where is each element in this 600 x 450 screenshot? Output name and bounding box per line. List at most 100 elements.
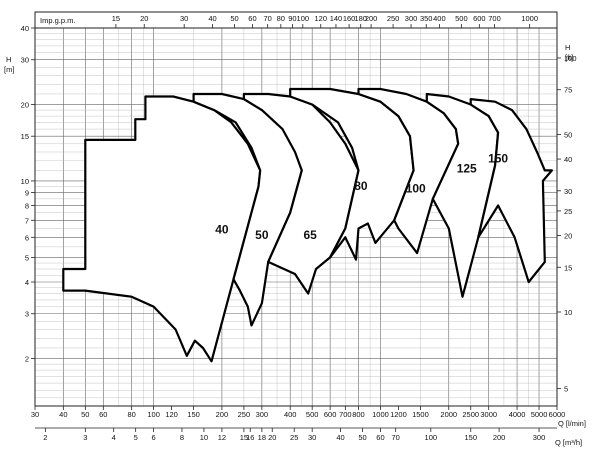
tick-label-m3h: 12: [218, 433, 226, 442]
tick-label-gpm: 500: [455, 14, 468, 23]
tick-label-m3h: 2: [43, 433, 47, 442]
tick-label-lmin: 50: [81, 410, 89, 419]
left-axis-label-h: H: [6, 55, 11, 64]
series-label-65: 65: [304, 228, 318, 242]
tick-label-m: 8: [25, 202, 29, 211]
axis-ticks: 30 40 50 60 80 100 120 150 200 250 300 400 500 600 700…: [21, 14, 577, 442]
tick-label-m3h: 100: [425, 433, 438, 442]
tick-label-gpm: 180: [354, 14, 367, 23]
tick-label-m3h: 8: [180, 433, 184, 442]
tick-label-lmin: 3000: [480, 410, 497, 419]
series-envelopes: [62, 87, 554, 363]
tick-label-gpm: 30: [180, 14, 188, 23]
bottom-axis-label-lmin: Q [l/min]: [558, 419, 586, 428]
tick-label-lmin: 80: [127, 410, 135, 419]
tick-label-lmin: 250: [238, 410, 251, 419]
tick-label-gpm: 700: [488, 14, 501, 23]
tick-label-m3h: 200: [493, 433, 506, 442]
tick-label-lmin: 1500: [412, 410, 429, 419]
outer-frame: [34, 11, 558, 407]
tick-label-m3h: 10: [200, 433, 208, 442]
tick-label-lmin: 30: [31, 410, 39, 419]
tick-label-m3h: 20: [268, 433, 276, 442]
tick-label-m3h: 60: [376, 433, 384, 442]
tick-label-m: 3: [25, 310, 29, 319]
left-axis-label-unit: [m]: [4, 65, 14, 74]
tick-label-m: 40: [21, 24, 29, 33]
tick-label-lmin: 1200: [390, 410, 407, 419]
series-label-80: 80: [354, 179, 368, 193]
tick-label-ft: 50: [564, 130, 572, 139]
tick-label-m: 20: [21, 100, 29, 109]
tick-label-gpm: 120: [315, 14, 328, 23]
tick-label-ft: 15: [564, 263, 572, 272]
series-label-40: 40: [215, 223, 229, 237]
tick-label-m3h: 3: [83, 433, 87, 442]
tick-label-m3h: 6: [152, 433, 156, 442]
bottom-axis-label-m3h: Q [m³/h]: [555, 438, 582, 447]
tick-label-gpm: 60: [248, 14, 256, 23]
series-labels: 40 50 65 80 100 125 150: [215, 152, 508, 242]
tick-label-gpm: 140: [330, 14, 343, 23]
tick-label-lmin: 120: [165, 410, 178, 419]
tick-label-m: 10: [21, 177, 29, 186]
tick-label-gpm: 300: [405, 14, 418, 23]
tick-label-lmin: 4000: [509, 410, 526, 419]
tick-label-gpm: 350: [420, 14, 433, 23]
pump-envelope-100: [357, 87, 460, 255]
tick-label-lmin: 700: [339, 410, 352, 419]
tick-label-gpm: 20: [140, 14, 148, 23]
tick-label-ft: 10: [564, 308, 572, 317]
tick-label-m: 15: [21, 132, 29, 141]
series-label-150: 150: [488, 152, 508, 166]
tick-label-gpm: 250: [387, 14, 400, 23]
tick-label-ft: 40: [564, 155, 572, 164]
tick-label-ft: 20: [564, 232, 572, 241]
tick-label-m3h: 150: [464, 433, 477, 442]
tick-label-ft: 100: [564, 54, 577, 63]
tick-label-m: 7: [25, 216, 29, 225]
tick-label-m: 5: [25, 253, 29, 262]
tick-label-m3h: 50: [358, 433, 366, 442]
tick-label-gpm: 1000: [521, 14, 538, 23]
tick-label-gpm: 160: [343, 14, 356, 23]
series-label-50: 50: [255, 228, 269, 242]
tick-label-m: 6: [25, 233, 29, 242]
tick-label-lmin: 300: [256, 410, 269, 419]
tick-label-m3h: 18: [258, 433, 266, 442]
tick-label-ft: 25: [564, 207, 572, 216]
tick-label-lmin: 500: [306, 410, 319, 419]
tick-label-gpm: 70: [263, 14, 271, 23]
tick-label-gpm: 600: [473, 14, 486, 23]
right-axis-label-h: H: [565, 43, 570, 52]
tick-label-m3h: 25: [290, 433, 298, 442]
tick-label-gpm: 200: [365, 14, 378, 23]
tick-label-gpm: 400: [433, 14, 446, 23]
top-axis-label: Imp.g.p.m.: [40, 16, 75, 25]
tick-label-gpm: 15: [112, 14, 120, 23]
tick-label-gpm: 50: [230, 14, 238, 23]
tick-label-m3h: 70: [391, 433, 399, 442]
tick-label-m3h: 15: [240, 433, 248, 442]
tick-label-gpm: 100: [297, 14, 310, 23]
tick-label-lmin: 600: [324, 410, 337, 419]
tick-label-lmin: 400: [284, 410, 297, 419]
tick-label-lmin: 5000: [531, 410, 548, 419]
tick-label-lmin: 1000: [372, 410, 389, 419]
tick-label-ft: 75: [564, 86, 572, 95]
tick-label-m: 30: [21, 56, 29, 65]
tick-label-m: 4: [25, 278, 29, 287]
tick-label-lmin: 200: [216, 410, 229, 419]
tick-label-m3h: 40: [336, 433, 344, 442]
pump-envelope-150: [469, 97, 554, 284]
tick-label-lmin: 2000: [440, 410, 457, 419]
right-axis-label-unit: [ft]: [565, 53, 573, 62]
series-label-125: 125: [457, 161, 477, 175]
tick-label-m: 2: [25, 354, 29, 363]
tick-label-m3h: 30: [308, 433, 316, 442]
tick-label-m3h: 4: [112, 433, 116, 442]
tick-label-lmin: 6000: [549, 410, 566, 419]
series-label-100: 100: [406, 182, 426, 196]
tick-label-lmin: 2500: [462, 410, 479, 419]
